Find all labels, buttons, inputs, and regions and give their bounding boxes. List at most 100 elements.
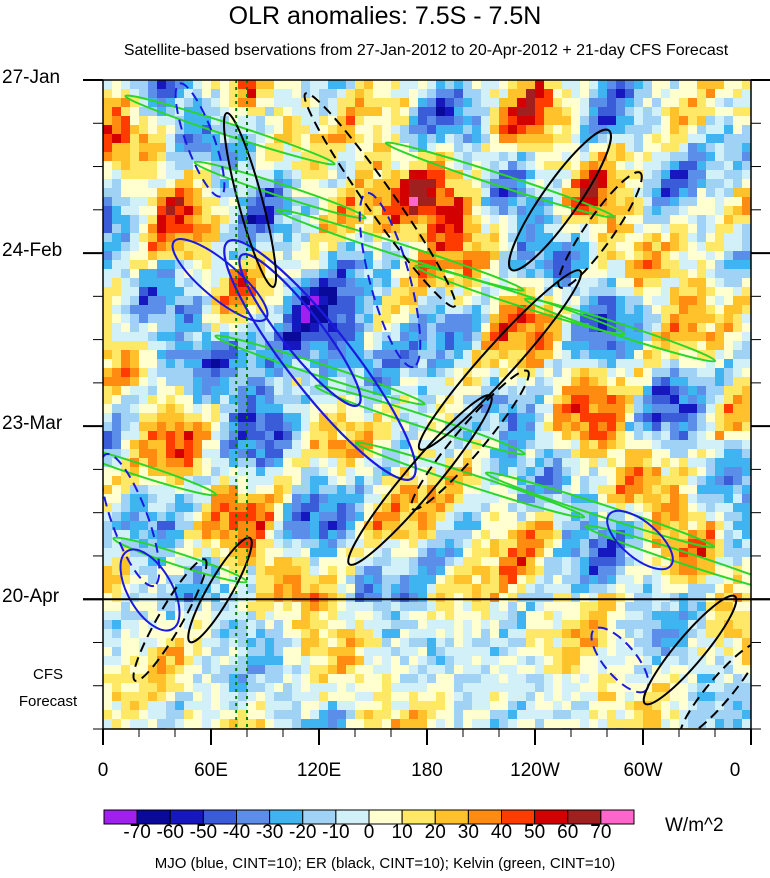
heatmap-cell — [715, 638, 725, 648]
heatmap-cell — [454, 152, 464, 162]
heatmap-cell — [220, 323, 230, 333]
heatmap-cell — [733, 575, 743, 585]
heatmap-cell — [490, 638, 500, 648]
heatmap-cell — [355, 296, 365, 306]
heatmap-cell — [337, 440, 347, 450]
heatmap-cell — [517, 593, 527, 603]
heatmap-cell — [715, 278, 725, 288]
heatmap-cell — [517, 503, 527, 513]
heatmap-cell — [499, 278, 509, 288]
heatmap-cell — [409, 422, 419, 432]
heatmap-cell — [283, 89, 293, 99]
heatmap-cell — [580, 629, 590, 639]
heatmap-cell — [292, 233, 302, 243]
heatmap-cell — [517, 197, 527, 207]
heatmap-cell — [589, 278, 599, 288]
heatmap-cell — [193, 332, 203, 342]
heatmap-cell — [292, 368, 302, 378]
heatmap-cell — [616, 116, 626, 126]
heatmap-cell — [544, 251, 554, 261]
heatmap-cell — [391, 458, 401, 468]
heatmap-cell — [202, 593, 212, 603]
heatmap-cell — [571, 683, 581, 693]
heatmap-cell — [229, 152, 239, 162]
heatmap-cell — [346, 440, 356, 450]
heatmap-cell — [310, 584, 320, 594]
heatmap-cell — [616, 413, 626, 423]
heatmap-cell — [427, 188, 437, 198]
heatmap-cell — [526, 665, 536, 675]
heatmap-cell — [472, 116, 482, 126]
heatmap-cell — [382, 530, 392, 540]
heatmap-cell — [589, 566, 599, 576]
heatmap-cell — [202, 323, 212, 333]
heatmap-cell — [139, 161, 149, 171]
heatmap-cell — [409, 296, 419, 306]
heatmap-cell — [472, 494, 482, 504]
heatmap-cell — [445, 566, 455, 576]
heatmap-cell — [274, 287, 284, 297]
heatmap-cell — [265, 323, 275, 333]
heatmap-cell — [247, 584, 257, 594]
heatmap-cell — [670, 656, 680, 666]
heatmap-cell — [544, 539, 554, 549]
heatmap-cell — [661, 170, 671, 180]
heatmap-cell — [166, 179, 176, 189]
heatmap-cell — [634, 449, 644, 459]
heatmap-cell — [580, 413, 590, 423]
heatmap-cell — [238, 404, 248, 414]
heatmap-cell — [724, 485, 734, 495]
heatmap-cell — [553, 224, 563, 234]
heatmap-cell — [580, 242, 590, 252]
heatmap-cell — [499, 440, 509, 450]
heatmap-cell — [274, 611, 284, 621]
heatmap-cell — [445, 350, 455, 360]
heatmap-cell — [400, 584, 410, 594]
heatmap-cell — [697, 539, 707, 549]
heatmap-cell — [508, 539, 518, 549]
heatmap-cell — [112, 314, 122, 324]
heatmap-cell — [121, 206, 131, 216]
heatmap-cell — [310, 350, 320, 360]
heatmap-cell — [634, 548, 644, 558]
heatmap-cell — [526, 692, 536, 702]
heatmap-cell — [247, 422, 257, 432]
heatmap-cell — [301, 395, 311, 405]
heatmap-cell — [157, 341, 167, 351]
heatmap-cell — [607, 683, 617, 693]
heatmap-cell — [256, 368, 266, 378]
heatmap-cell — [607, 620, 617, 630]
heatmap-cell — [400, 269, 410, 279]
heatmap-cell — [211, 89, 221, 99]
heatmap-cell — [364, 683, 374, 693]
heatmap-cell — [571, 287, 581, 297]
heatmap-cell — [418, 314, 428, 324]
heatmap-cell — [535, 593, 545, 603]
heatmap-cell — [526, 188, 536, 198]
heatmap-cell — [346, 665, 356, 675]
heatmap-cell — [310, 602, 320, 612]
heatmap-cell — [247, 98, 257, 108]
heatmap-cell — [472, 584, 482, 594]
heatmap-cell — [535, 683, 545, 693]
heatmap-cell — [391, 80, 401, 90]
heatmap-cell — [364, 224, 374, 234]
heatmap-cell — [580, 197, 590, 207]
heatmap-cell — [598, 287, 608, 297]
heatmap-cell — [256, 107, 266, 117]
heatmap-cell — [301, 206, 311, 216]
heatmap-cell — [103, 674, 113, 684]
heatmap-cell — [598, 404, 608, 414]
heatmap-cell — [274, 539, 284, 549]
heatmap-cell — [445, 476, 455, 486]
heatmap-cell — [517, 629, 527, 639]
heatmap-cell — [454, 503, 464, 513]
heatmap-cell — [418, 530, 428, 540]
heatmap-cell — [679, 557, 689, 567]
heatmap-cell — [148, 197, 158, 207]
heatmap-cell — [634, 359, 644, 369]
heatmap-cell — [202, 503, 212, 513]
heatmap-cell — [535, 665, 545, 675]
heatmap-cell — [643, 584, 653, 594]
heatmap-cell — [148, 647, 158, 657]
